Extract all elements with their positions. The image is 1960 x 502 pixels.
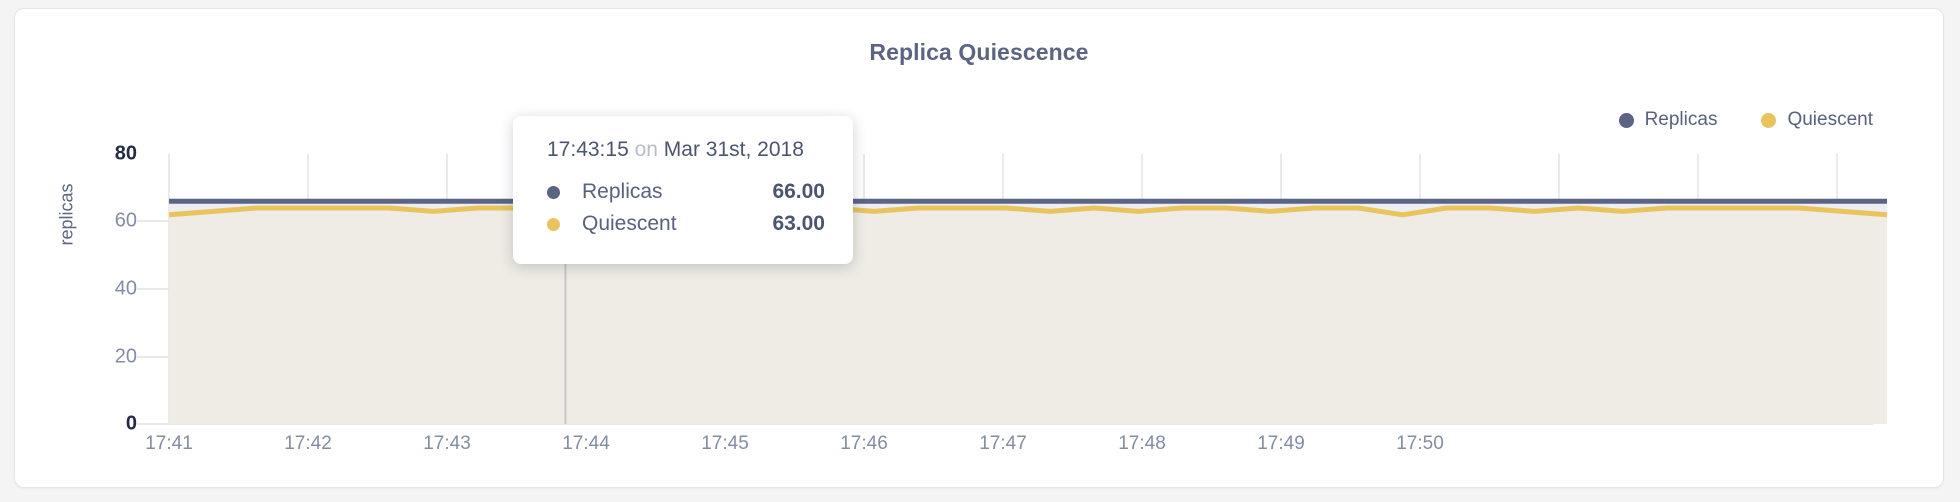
y-tick-label-0: 0 [125,412,137,435]
y-tick-label-60: 60 [114,209,137,232]
x-tick-label-9: 17:50 [1396,433,1444,454]
x-tick-label-5: 17:46 [840,433,888,454]
x-tick-label-2: 17:43 [423,433,471,454]
page-title: Replica Quiescence [869,39,1089,65]
tooltip-date: Mar 31st, 2018 [663,138,804,161]
tooltip-row-replicas: Replicas 66.00 [547,176,825,208]
chart-svg [137,154,1888,425]
legend-dot-icon [1761,112,1777,128]
tooltip-dot-icon [547,217,560,231]
legend-label: Quiescent [1787,109,1873,130]
tooltip-row-quiescent: Quiescent 63.00 [547,208,825,240]
y-tick-label-20: 20 [114,345,137,368]
legend-item-replicas[interactable]: Replicas [1618,109,1718,131]
tooltip-header: 17:43:15 on Mar 31st, 2018 [547,138,825,162]
chart-tooltip: 17:43:15 on Mar 31st, 2018 Replicas 66.0… [513,116,853,264]
x-tick-label-6: 17:47 [979,433,1027,454]
x-tick-label-4: 17:45 [701,433,749,454]
y-tick-label-40: 40 [114,277,137,300]
series-area-quiescent [169,208,1887,424]
tooltip-dot-icon [547,185,560,199]
x-tick-label-1: 17:42 [284,433,332,454]
x-tick-label-7: 17:48 [1118,433,1166,454]
x-tick-label-8: 17:49 [1257,433,1305,454]
tooltip-time: 17:43:15 [547,138,629,161]
legend-dot-icon [1618,112,1634,128]
legend-label: Replicas [1644,109,1718,130]
y-tick-label-80: 80 [114,142,137,165]
tooltip-row-label: Replicas [582,180,663,203]
plot-area[interactable]: replicas 80 60 40 20 0 17:41 17:42 17:43… [15,9,1945,489]
tooltip-separator: on [634,138,658,161]
chart-legend: Replicas Quiescent [1618,109,1873,131]
tooltip-row-value: 66.00 [772,180,825,203]
chart-card: Replica Quiescence Replicas Quiescent re… [14,8,1944,488]
tooltip-row-label: Quiescent [582,212,677,235]
x-tick-label-3: 17:44 [562,433,610,454]
series-line-quiescent [168,205,1888,218]
tooltip-row-value: 63.00 [772,212,825,235]
legend-item-quiescent[interactable]: Quiescent [1761,109,1873,131]
x-tick-label-0: 17:41 [145,433,193,454]
